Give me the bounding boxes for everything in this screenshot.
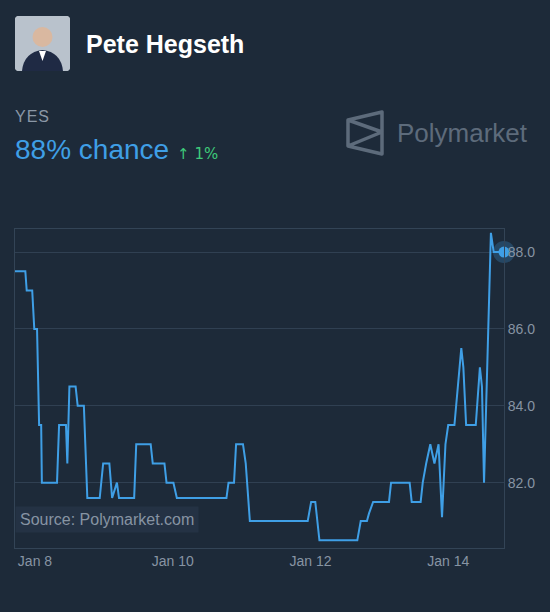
svg-text:86.0: 86.0 [508, 321, 535, 337]
svg-text:82.0: 82.0 [508, 475, 535, 491]
svg-text:84.0: 84.0 [508, 398, 535, 414]
html-text:Pete Hegseth: Pete Hegseth [86, 30, 245, 58]
html-text:88% chance ↑ 1%: 88% chance ↑ 1% [15, 134, 219, 165]
svg-text:Jan 10: Jan 10 [152, 553, 194, 569]
html-text:YES: YES [15, 108, 50, 125]
svg-text:Jan 8: Jan 8 [18, 553, 52, 569]
svg-text:Source: Polymarket.com: Source: Polymarket.com [20, 511, 194, 528]
svg-text:Jan 14: Jan 14 [427, 553, 469, 569]
svg-text:Jan 12: Jan 12 [289, 553, 331, 569]
html-text:Polymarket: Polymarket [397, 117, 527, 148]
svg-text:88.0: 88.0 [508, 244, 535, 260]
